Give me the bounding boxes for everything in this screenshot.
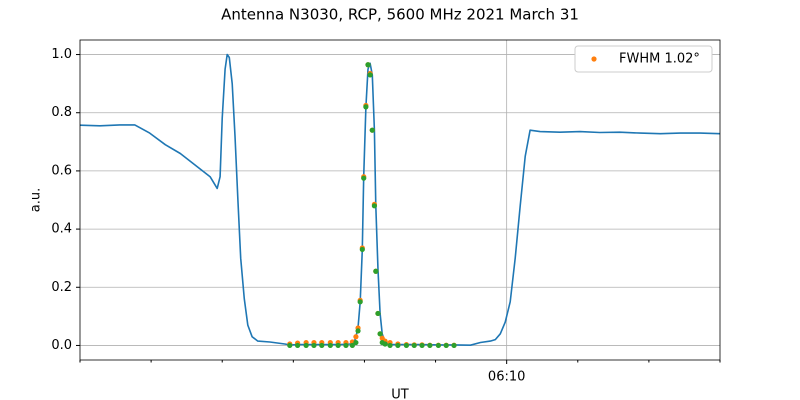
data-point xyxy=(311,342,317,349)
data-point xyxy=(357,299,363,305)
data-point xyxy=(303,342,309,349)
x-axis-label: UT xyxy=(391,388,409,400)
data-point xyxy=(363,104,369,110)
data-point xyxy=(369,127,375,133)
legend-marker xyxy=(591,56,597,62)
y-axis-label: a.u. xyxy=(29,188,44,212)
y-tick-label: 1.0 xyxy=(51,47,72,62)
data-point xyxy=(327,342,333,349)
data-point xyxy=(353,334,359,340)
legend-label: FWHM 1.02° xyxy=(619,52,700,67)
data-point xyxy=(427,342,433,349)
data-point xyxy=(295,342,301,349)
data-line xyxy=(79,53,721,347)
data-point xyxy=(373,268,379,274)
data-point xyxy=(353,339,359,346)
data-point xyxy=(377,331,383,337)
chart-title: Antenna N3030, RCP, 5600 MHz 2021 March … xyxy=(221,6,579,24)
data-point xyxy=(419,342,425,349)
data-point xyxy=(395,342,401,349)
data-point xyxy=(367,72,373,78)
data-point xyxy=(375,310,381,317)
data-point xyxy=(287,342,293,349)
data-point xyxy=(319,342,325,349)
data-point xyxy=(387,342,393,349)
data-point xyxy=(443,342,449,349)
data-point xyxy=(343,342,349,349)
data-point xyxy=(411,342,417,349)
data-point xyxy=(403,342,409,349)
legend-box xyxy=(574,45,713,73)
data-point xyxy=(355,328,361,334)
y-tick-label: 0.6 xyxy=(51,163,72,178)
y-tick-label: 0.0 xyxy=(51,338,72,353)
data-point xyxy=(335,342,341,349)
y-tick-label: 0.2 xyxy=(51,280,72,295)
data-point xyxy=(435,342,441,349)
data-point xyxy=(359,246,365,253)
data-point xyxy=(382,341,388,347)
data-point xyxy=(349,342,355,349)
data-point xyxy=(371,203,377,209)
x-tick-label: 06:10 xyxy=(488,370,525,385)
y-tick-label: 0.4 xyxy=(51,222,72,237)
data-point xyxy=(451,342,457,349)
plot-frame xyxy=(79,39,721,361)
data-point xyxy=(361,175,367,181)
data-point xyxy=(365,62,371,68)
y-tick-label: 0.8 xyxy=(51,105,72,120)
